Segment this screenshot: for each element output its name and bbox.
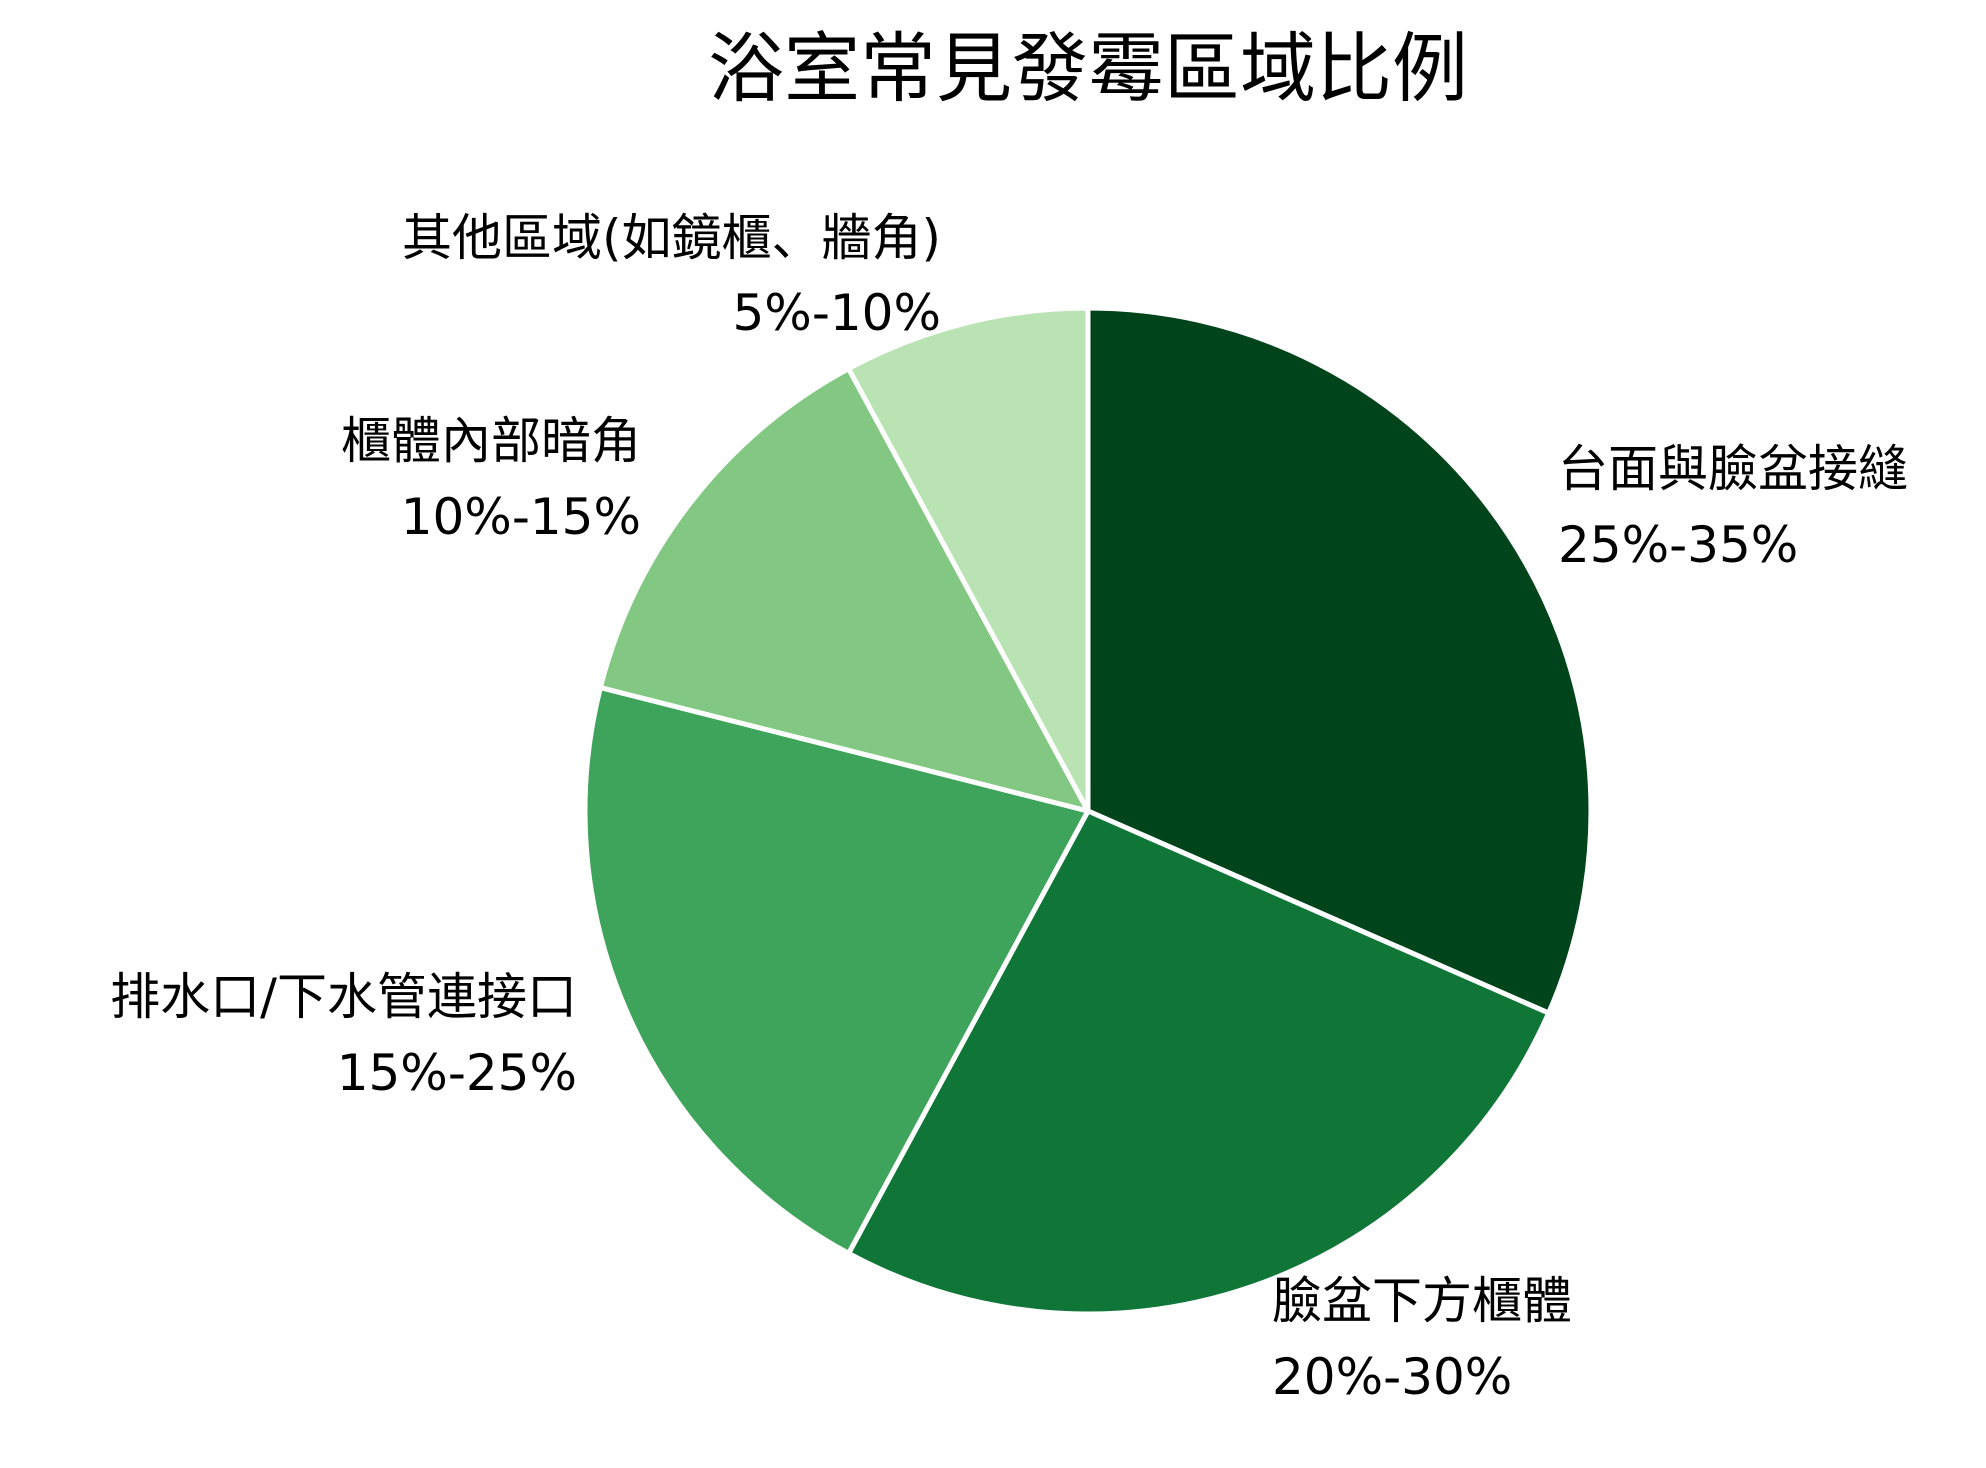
slice-label: 排水口/下水管連接口 (110, 968, 577, 1026)
slice-label: 櫃體內部暗角 (341, 412, 641, 470)
chart-title: 浴室常見發霉區域比例 (708, 24, 1468, 113)
pie-labels: 台面與臉盆接縫 25%-35% 臉盆下方櫃體 20%-30% 排水口/下水管連接口 15%… (110, 209, 1908, 1406)
pie-slice (582, 685, 1091, 1256)
slice-value-label: 25%-35% (1558, 516, 1798, 574)
slice-label: 其他區域(如鏡櫃、牆角) (402, 209, 941, 267)
pie-slice (846, 305, 1091, 814)
slice-value-label: 5%-10% (733, 284, 942, 342)
pie-slice (1085, 305, 1594, 1016)
pie-slice (846, 808, 1552, 1317)
slice-value-label: 20%-30% (1272, 1348, 1512, 1406)
slice-value-label: 10%-15% (401, 488, 641, 546)
slice-label: 台面與臉盆接縫 (1558, 440, 1908, 498)
slice-label: 臉盆下方櫃體 (1272, 1272, 1572, 1330)
slice-value-label: 15%-25% (337, 1044, 577, 1102)
pie-slice (597, 366, 1091, 814)
pie-slices (582, 305, 1594, 1317)
